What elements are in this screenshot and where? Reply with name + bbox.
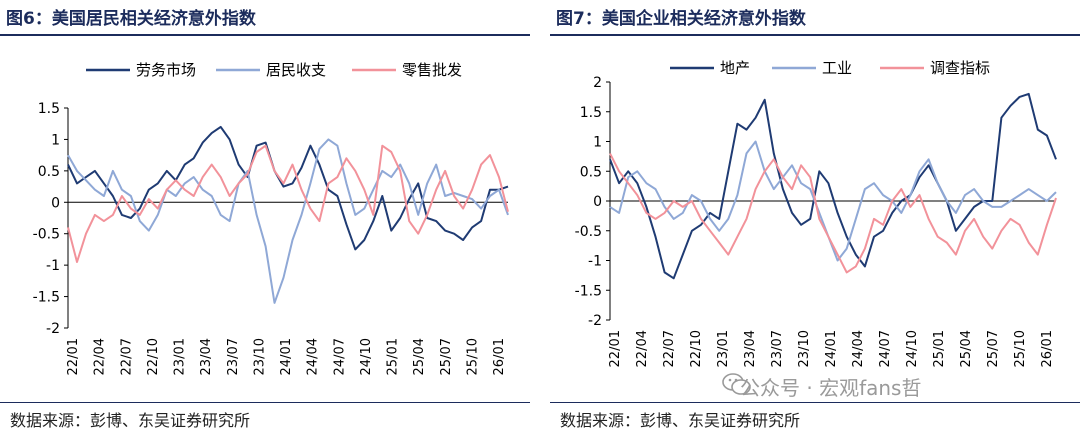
y-tick-label: -2	[46, 321, 60, 337]
legend-label: 居民收支	[266, 61, 326, 79]
series-line-2	[609, 140, 1057, 262]
x-tick-label: 24/10	[905, 330, 920, 367]
y-tick-label: 1	[593, 135, 602, 151]
y-tick-label: 1.5	[38, 101, 60, 117]
y-tick-label: -0.5	[575, 224, 602, 240]
x-tick-label: 25/07	[986, 330, 1001, 367]
y-tick-label: 1	[51, 132, 60, 148]
figure-6-chart: 1.5 1 0.5 0 -0.5 -1 -1.5 -2 22/01 22/04 22/07 22/10…	[33, 61, 509, 375]
y-tick-label: -1.5	[33, 290, 60, 306]
figure-6-title: 图6：美国居民相关经济意外指数	[6, 9, 256, 29]
y-tick-label: -2	[588, 313, 602, 329]
x-tick-label: 24/10	[359, 338, 374, 375]
wechat-icon	[722, 373, 751, 395]
y-tick-label: -1	[588, 254, 602, 270]
x-tick-label: 25/10	[465, 338, 480, 375]
source-rule	[0, 402, 530, 403]
source-rule	[550, 402, 1080, 403]
x-tick-label: 25/04	[412, 338, 427, 375]
watermark-text: 公众号 · 宏观fans哲	[740, 376, 922, 400]
legend-label: 劳务市场	[136, 61, 196, 79]
figure-6-source: 数据来源：彭博、东吴证券研究所	[10, 411, 251, 430]
x-tick-label: 24/01	[824, 330, 839, 367]
x-tick-label: 23/01	[716, 330, 731, 367]
series-line-3	[67, 144, 509, 263]
title-rule	[0, 34, 530, 36]
y-tick-label: -1	[46, 258, 60, 274]
x-tick-label: 25/10	[1013, 330, 1028, 367]
series-line-2	[67, 138, 509, 304]
figure-6-panel: 图6：美国居民相关经济意外指数 1.5 1 0.5 0 -0.5 -1 -1.5 -2 22/0…	[0, 0, 530, 432]
x-tick-label: 23/10	[252, 338, 267, 375]
series-line-1	[609, 92, 1057, 280]
x-tick-label: 22/07	[119, 338, 134, 375]
series-line-3	[609, 152, 1057, 274]
x-tick-label: 23/10	[797, 330, 812, 367]
x-tick-label: 23/07	[770, 330, 785, 367]
legend-label: 地产	[720, 59, 750, 77]
x-tick-label: 25/01	[932, 330, 947, 367]
x-tick-label: 23/04	[743, 330, 758, 367]
x-tick-label: 22/10	[689, 330, 704, 367]
x-tick-label: 22/01	[66, 338, 81, 375]
y-tick-label: 1.5	[580, 105, 602, 121]
x-tick-label: 24/01	[279, 338, 294, 375]
legend-label: 工业	[822, 59, 852, 77]
x-tick-label: 24/07	[878, 330, 893, 367]
y-tick-label: -0.5	[33, 227, 60, 243]
x-tick-label: 22/04	[635, 330, 650, 367]
x-tick-label: 22/07	[662, 330, 677, 367]
figure-7-chart: 2 1.5 1 0.5 0 -0.5 -1 -1.5 -2 22/01 22/04 22/07 22/1…	[575, 59, 1057, 367]
x-tick-label: 24/04	[851, 330, 866, 367]
y-tick-label: 0.5	[580, 164, 602, 180]
x-tick-label: 26/01	[492, 338, 507, 375]
x-tick-label: 25/01	[386, 338, 401, 375]
x-tick-label: 23/01	[173, 338, 188, 375]
x-tick-label: 22/10	[146, 338, 161, 375]
y-tick-label: 2	[593, 75, 602, 91]
x-tick-label: 25/07	[439, 338, 454, 375]
legend-label: 调查指标	[930, 59, 990, 77]
y-tick-label: 0.5	[38, 164, 60, 180]
figure-7-source: 数据来源：彭博、东吴证券研究所	[560, 411, 801, 430]
x-tick-label: 22/01	[608, 330, 623, 367]
legend-label: 零售批发	[402, 61, 462, 79]
x-tick-label: 26/01	[1040, 330, 1055, 367]
x-tick-label: 24/04	[306, 338, 321, 375]
y-tick-label: 0	[51, 195, 60, 211]
figure-7-title: 图7：美国企业相关经济意外指数	[556, 9, 806, 29]
x-tick-label: 23/07	[226, 338, 241, 375]
x-tick-label: 25/04	[959, 330, 974, 367]
title-rule	[550, 34, 1080, 36]
figure-7-panel: 图7：美国企业相关经济意外指数 2 1.5 1 0.5 0 -0.5 -1 -1.5 -2 22/…	[550, 0, 1080, 432]
x-tick-label: 23/04	[199, 338, 214, 375]
y-tick-label: 0	[593, 194, 602, 210]
x-tick-label: 22/04	[93, 338, 108, 375]
x-tick-label: 24/07	[332, 338, 347, 375]
series-line-1	[67, 125, 509, 251]
y-tick-label: -1.5	[575, 283, 602, 299]
